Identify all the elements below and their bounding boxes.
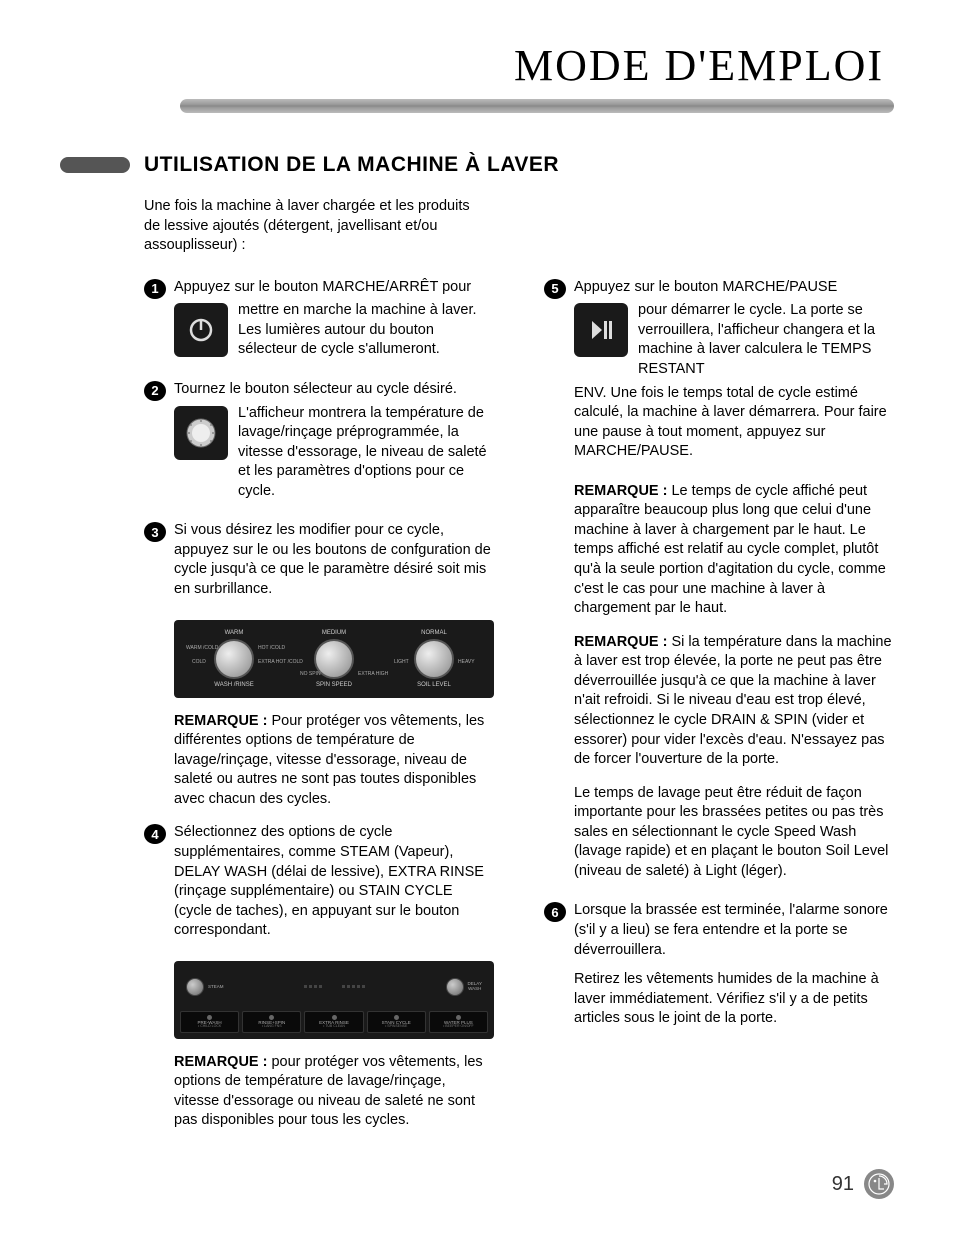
- step-lead: Tournez le bouton sélecteur au cycle dés…: [174, 380, 494, 400]
- note-2: REMARQUE : pour protéger vos vêtements, …: [174, 1053, 494, 1131]
- dial-top-label: NORMAL: [421, 630, 447, 636]
- step-lead: Appuyez sur le bouton MARCHE/PAUSE: [574, 278, 894, 298]
- step-1: 1 Appuyez sur le bouton MARCHE/ARRÊT pou…: [144, 278, 494, 360]
- delay-wash-label: DELAY WASH: [468, 982, 482, 991]
- dial-label: EXTRA HIGH: [358, 671, 388, 677]
- option-button: EXTRA RINSE• TUB CLEAN: [304, 1011, 363, 1033]
- dial-label: LIGHT: [394, 659, 409, 665]
- opt-sub: • BEEPER ON/OFF: [443, 1025, 474, 1029]
- intro-text: Une fois la machine à laver chargée et l…: [144, 197, 484, 256]
- step-4: 4 Sélectionnez des options de cycle supp…: [144, 823, 494, 940]
- option-button: RINSE+SPIN• LANG FNS: [242, 1011, 301, 1033]
- section-heading: UTILISATION DE LA MACHINE À LAVER: [144, 153, 559, 177]
- power-icon: [174, 303, 228, 357]
- dial-name: WASH /RINSE: [214, 682, 253, 688]
- note-label: REMARQUE :: [174, 713, 267, 729]
- step-2: 2 Tournez le bouton sélecteur au cycle d…: [144, 380, 494, 501]
- dial-label: NO SPIN: [300, 671, 321, 677]
- step-text: L'afficheur montrera la température de l…: [238, 404, 494, 502]
- dial-label: HEAVY: [458, 659, 475, 665]
- section-pill: [60, 157, 130, 173]
- small-dial-icon: [186, 978, 204, 996]
- play-pause-icon: [574, 303, 628, 357]
- page-footer: 91: [832, 1169, 894, 1199]
- opt-sub: • TUB CLEAN: [323, 1025, 345, 1029]
- options-panel-image: STEAM DELAY WASH PRE-WASH• CHILD LOCK RI…: [174, 961, 494, 1039]
- step-text: Si vous désirez les modifier pour ce cyc…: [174, 521, 494, 599]
- step-continuation: ENV. Une fois le temps total de cycle es…: [574, 384, 894, 462]
- step-text: mettre en marche la machine à laver. Les…: [238, 301, 494, 360]
- note-label: REMARQUE :: [574, 483, 667, 499]
- dial-top-label: MEDIUM: [322, 630, 346, 636]
- step-5: 5 Appuyez sur le bouton MARCHE/PAUSE pou…: [544, 278, 894, 462]
- note-label: REMARQUE :: [574, 634, 667, 650]
- steam-label: STEAM: [208, 985, 224, 990]
- lg-logo-icon: [864, 1169, 894, 1199]
- option-buttons-row: PRE-WASH• CHILD LOCK RINSE+SPIN• LANG FN…: [180, 1011, 488, 1033]
- soil-level-dial: LIGHT HEAVY: [414, 639, 454, 679]
- opt-sub: • CHILD LOCK: [198, 1025, 221, 1029]
- spin-speed-dial: NO SPIN EXTRA HIGH: [314, 639, 354, 679]
- left-column: 1 Appuyez sur le bouton MARCHE/ARRÊT pou…: [144, 278, 494, 1145]
- step-number: 1: [144, 279, 166, 299]
- dial-panel-image: WARM WARM /COLD COLD HOT /COLD EXTRA HOT…: [174, 620, 494, 698]
- right-column: 5 Appuyez sur le bouton MARCHE/PAUSE pou…: [544, 278, 894, 1145]
- dial-icon: [174, 406, 228, 460]
- opt-sub: • SPINSENSE: [385, 1025, 407, 1029]
- note-1: REMARQUE : Pour protéger vos vêtements, …: [174, 712, 494, 810]
- note-3: REMARQUE : Le temps de cycle affiché peu…: [574, 482, 894, 619]
- page-number: 91: [832, 1173, 854, 1196]
- step-extra-text: Retirez les vêtements humides de la mach…: [574, 970, 894, 1029]
- step-number: 3: [144, 522, 166, 542]
- step-3: 3 Si vous désirez les modifier pour ce c…: [144, 521, 494, 599]
- step-6: 6 Lorsque la brassée est terminée, l'ala…: [544, 901, 894, 1028]
- option-button: STAIN CYCLE• SPINSENSE: [367, 1011, 426, 1033]
- step-number: 5: [544, 279, 566, 299]
- step-text: Sélectionnez des options de cycle supplé…: [174, 823, 494, 940]
- note-5: Le temps de lavage peut être réduit de f…: [574, 784, 894, 882]
- note-text: Le temps de cycle affiché peut apparaîtr…: [574, 483, 886, 616]
- note-label: REMARQUE :: [174, 1054, 267, 1070]
- dial-name: SPIN SPEED: [316, 682, 352, 688]
- note-text: Si la température dans la machine à lave…: [574, 634, 892, 767]
- step-number: 6: [544, 902, 566, 922]
- dial-label: EXTRA HOT /COLD: [258, 659, 303, 665]
- step-number: 4: [144, 824, 166, 844]
- opt-sub: • LANG FNS: [262, 1025, 282, 1029]
- option-button: WATER PLUS• BEEPER ON/OFF: [429, 1011, 488, 1033]
- dial-label: HOT /COLD: [258, 645, 285, 651]
- note-text: Le temps de lavage peut être réduit de f…: [574, 785, 888, 879]
- title-divider: [180, 99, 894, 113]
- step-text: pour démarrer le cycle. La porte se verr…: [638, 301, 894, 379]
- dial-label: WARM /COLD: [186, 645, 218, 651]
- option-button: PRE-WASH• CHILD LOCK: [180, 1011, 239, 1033]
- wash-rinse-dial: WARM /COLD COLD HOT /COLD EXTRA HOT /COL…: [214, 639, 254, 679]
- note-4: REMARQUE : Si la température dans la mac…: [574, 633, 894, 770]
- dial-top-label: WARM: [225, 630, 244, 636]
- step-lead: Appuyez sur le bouton MARCHE/ARRÊT pour: [174, 278, 494, 298]
- small-dial-icon: [446, 978, 464, 996]
- step-text: Lorsque la brassée est terminée, l'alarm…: [574, 901, 894, 960]
- display-segments: [304, 985, 365, 988]
- dial-label: COLD: [192, 659, 206, 665]
- step-number: 2: [144, 381, 166, 401]
- page-title: MODE D'EMPLOI: [60, 40, 884, 91]
- dial-name: SOIL LEVEL: [417, 682, 451, 688]
